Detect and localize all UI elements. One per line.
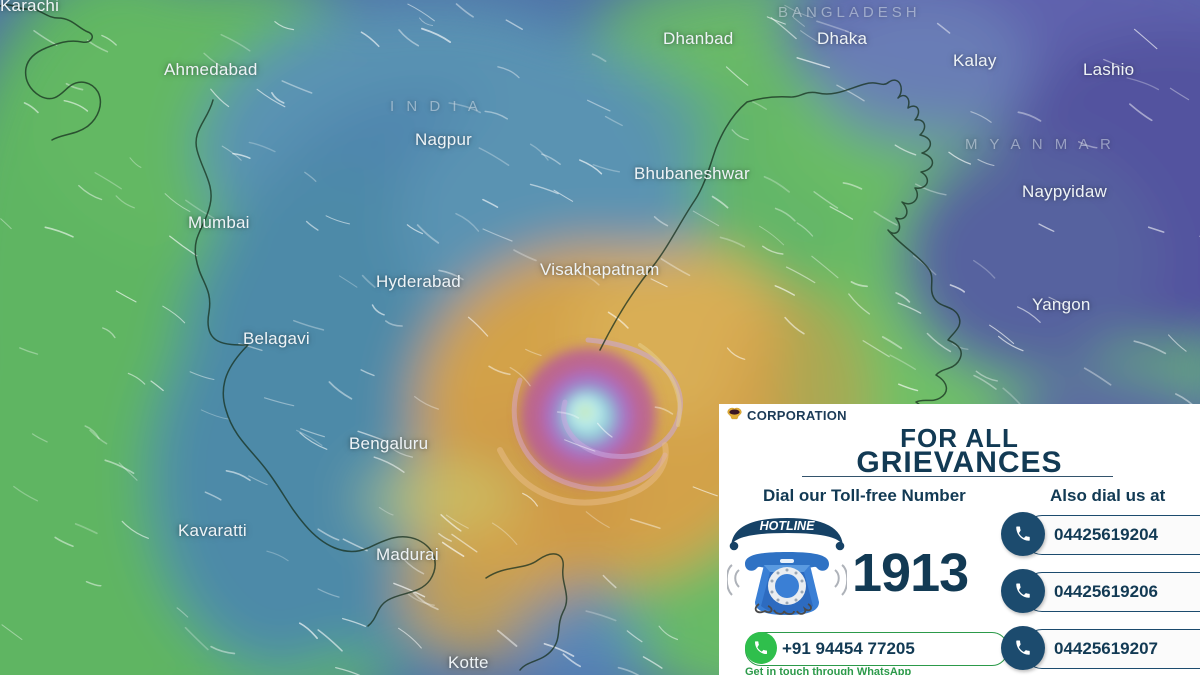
svg-text:HOTLINE: HOTLINE <box>760 519 816 533</box>
